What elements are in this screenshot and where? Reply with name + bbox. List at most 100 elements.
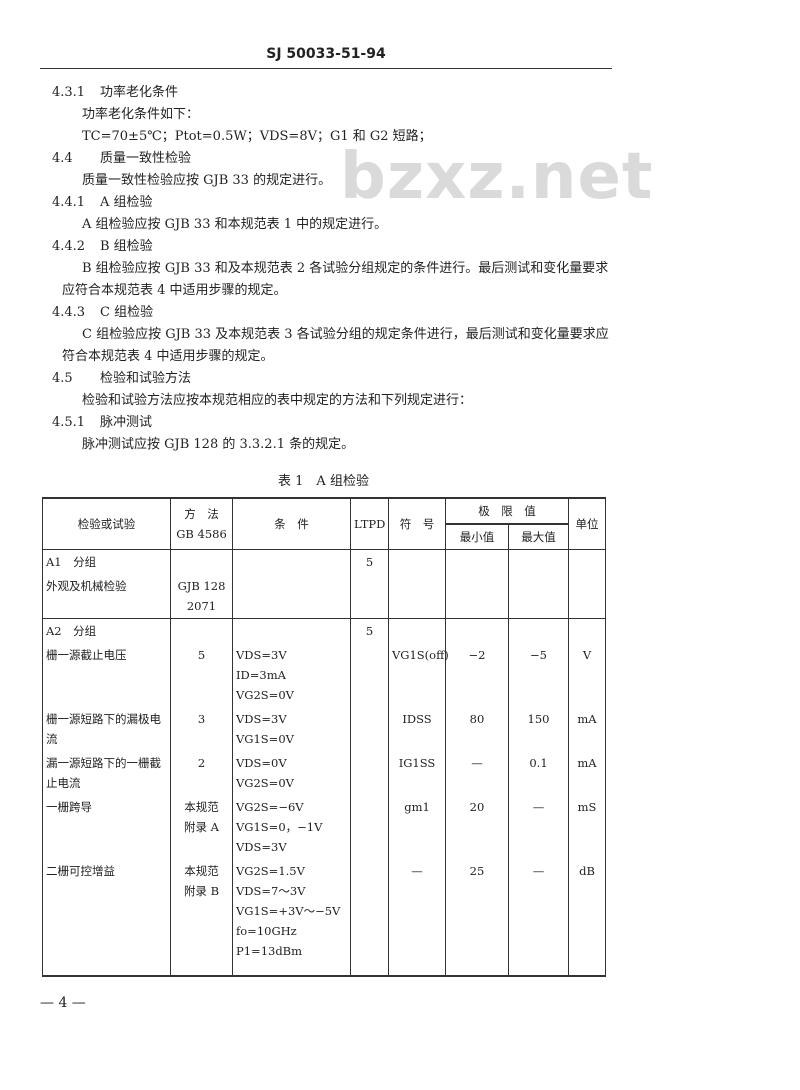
- paragraph: B 组检验应按 GJB 33 和及本规范表 2 各试验分组规定的条件进行。最后测…: [62, 261, 609, 298]
- condition: fo=10GHz: [236, 924, 297, 938]
- method-line: 本规范: [184, 864, 219, 878]
- header-cell: 检验或试验: [42, 497, 171, 550]
- cell: [445, 618, 509, 643]
- conditions: VDS=3V VG1S=0V: [232, 707, 351, 751]
- min: −2: [445, 643, 509, 707]
- cell: [170, 618, 233, 643]
- unit: [568, 574, 606, 619]
- cell: [232, 618, 351, 643]
- method-line: 本规范: [184, 800, 219, 814]
- section-heading: 4.3.1 功率老化条件: [52, 82, 612, 104]
- header-code: SJ 50033-51-94: [266, 46, 386, 62]
- section-heading: 4.4.1 A 组检验: [52, 192, 612, 214]
- method: 本规范 附录 B: [170, 859, 233, 977]
- condition: VG1S=+3V～−5V: [236, 904, 341, 918]
- cell: [170, 549, 233, 574]
- section-heading: 4.4.3 C 组检验: [52, 302, 612, 324]
- max: [508, 574, 569, 619]
- cell: [388, 549, 446, 574]
- paragraph: 功率老化条件如下：: [82, 107, 200, 122]
- method-line: 2: [197, 756, 206, 770]
- header-cell: 最大值: [508, 523, 569, 550]
- symbol: —: [388, 859, 446, 977]
- header-rule: [40, 68, 612, 69]
- section-title: 功率老化条件: [100, 85, 179, 100]
- test-name: 漏一源短路下的一栅截止电流: [42, 751, 171, 795]
- cell: [350, 574, 389, 619]
- cell: [508, 618, 569, 643]
- header-row: 最小值 最大值: [43, 523, 606, 550]
- symbol: VG1S(off): [388, 643, 449, 707]
- conditions: VG2S=1.5V VDS=7～3V VG1S=+3V～−5V fo=10GHz P1=…: [232, 859, 351, 977]
- symbol: gm1: [388, 795, 446, 859]
- symbol: [388, 574, 446, 619]
- section-number: 4.3.1: [52, 85, 86, 100]
- unit: mA: [568, 707, 606, 751]
- cell: [232, 549, 351, 574]
- section-number: 4.5: [52, 371, 73, 386]
- header-cell: 极 限 值: [445, 497, 569, 525]
- section-title: 质量一致性检验: [100, 151, 192, 166]
- section-number: 4.5.1: [52, 415, 86, 430]
- header-cell: LTPD: [350, 497, 389, 550]
- group-name: A1 分组: [42, 549, 171, 574]
- method: GJB 128 2071: [170, 574, 233, 619]
- table-row: 栅一源短路下的漏极电流 3 VDS=3V VG1S=0V IDSS 80 150 mA: [42, 707, 606, 751]
- cell: [568, 618, 606, 643]
- symbol: IDSS: [388, 707, 446, 751]
- paragraph: 检验和试验方法应按本规范相应的表中规定的方法和下列规定进行：: [82, 393, 473, 408]
- method-line: 3: [197, 712, 206, 726]
- condition: ID=3mA: [236, 668, 286, 682]
- condition: VG1S=0V: [236, 732, 294, 746]
- method: 5: [170, 643, 233, 707]
- test-name: 栅一源短路下的漏极电流: [42, 707, 171, 751]
- min: 80: [445, 707, 509, 751]
- table-row: 二栅可控增益 本规范 附录 B VG2S=1.5V VDS=7～3V VG1S=+3V～−…: [42, 859, 606, 977]
- group-name: A2 分组: [42, 618, 171, 643]
- table-row: 栅一源截止电压 5 VDS=3V ID=3mA VG2S=0V VG1S(off) −2 −5…: [42, 643, 606, 707]
- unit: dB: [568, 859, 606, 977]
- unit: mS: [568, 795, 606, 859]
- condition: VDS=3V: [236, 840, 287, 854]
- conditions: [232, 574, 351, 619]
- cell: [508, 549, 569, 574]
- min: 20: [445, 795, 509, 859]
- paragraph: 质量一致性检验应按 GJB 33 的规定进行。: [82, 173, 332, 188]
- page-number: — 4 —: [40, 995, 86, 1011]
- cell: [350, 707, 389, 751]
- section-title: 检验和试验方法: [100, 371, 192, 386]
- header-line: GB 4586: [176, 527, 227, 541]
- header-cell: 条 件: [232, 497, 351, 550]
- section-heading: 4.5 检验和试验方法: [52, 368, 612, 390]
- min: 25: [445, 859, 509, 977]
- group-row: A2 分组 5: [42, 618, 606, 643]
- test-name: 外观及机械检验: [42, 574, 171, 619]
- table: 检验或试验方 法 GB 4586 条 件 LTPD 符 号极 限 值单位 最小值 最大值 A1…: [42, 497, 606, 977]
- cell: [350, 643, 389, 707]
- condition: VDS=0V: [236, 756, 287, 770]
- max: −5: [508, 643, 569, 707]
- cell: [350, 751, 389, 795]
- method-line: 5: [197, 648, 206, 662]
- paragraph: TC=70±5℃；Ptot=0.5W；VDS=8V；G1 和 G2 短路；: [82, 129, 432, 144]
- section-heading: 4.5.1 脉冲测试: [52, 412, 612, 434]
- max: 150: [508, 707, 569, 751]
- section-heading: 4.4.2 B 组检验: [52, 236, 612, 258]
- test-name: 一栅跨导: [42, 795, 171, 859]
- method: 本规范附录 A: [170, 795, 233, 859]
- method-line: 附录 A: [184, 820, 219, 834]
- paragraph: A 组检验应按 GJB 33 和本规范表 1 中的规定进行。: [82, 217, 388, 232]
- condition: VDS=3V: [236, 712, 287, 726]
- header-cell: 符 号: [388, 497, 446, 550]
- cell: [350, 795, 389, 859]
- conditions: VDS=0V VG2S=0V: [232, 751, 351, 795]
- group-row: A1 分组 5: [42, 549, 606, 574]
- condition: VDS=7～3V: [236, 884, 306, 898]
- paragraph: 脉冲测试应按 GJB 128 的 3.3.2.1 条的规定。: [82, 437, 355, 452]
- header-cell: 单位: [568, 497, 606, 550]
- body-text: 4.3.1 功率老化条件功率老化条件如下： TC=70±5℃；Ptot=0.5W；V…: [52, 82, 612, 456]
- table-caption: 表 1 A 组检验: [278, 474, 369, 489]
- method: 2: [170, 751, 233, 795]
- condition: VG2S=1.5V: [236, 864, 305, 878]
